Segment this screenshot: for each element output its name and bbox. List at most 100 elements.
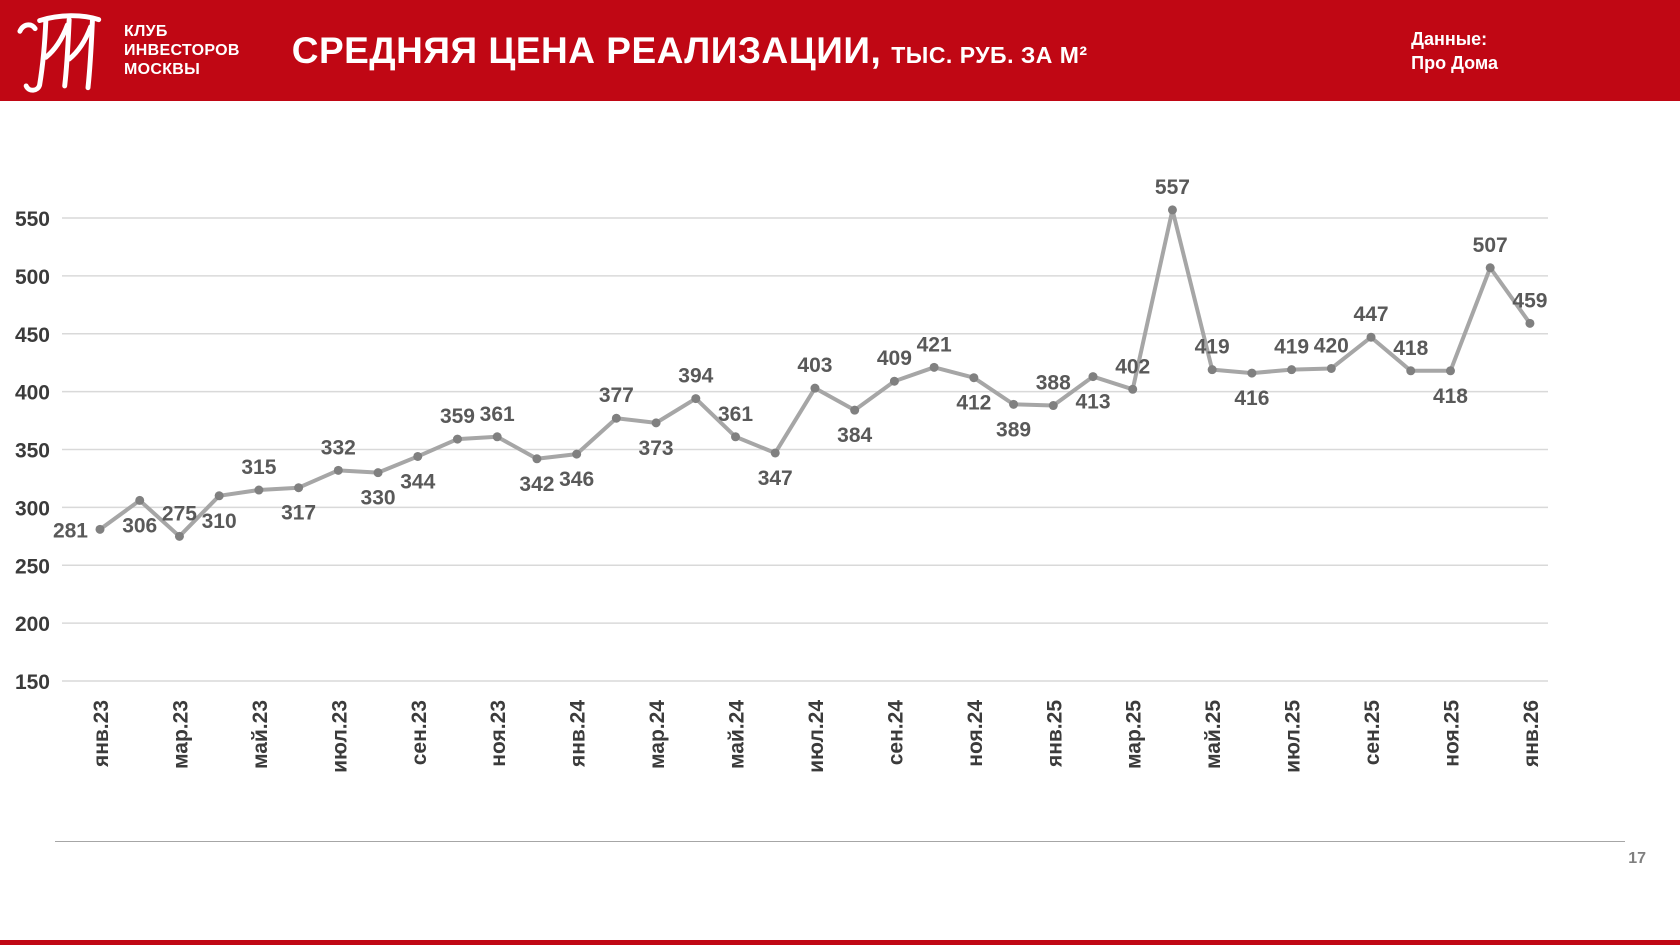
data-label: 317 [281,502,316,525]
data-point [1128,384,1138,394]
data-label: 281 [53,519,88,542]
title-units: ТЫС. РУБ. ЗА М² [891,41,1088,68]
x-axis-label: май.24 [726,700,749,769]
footer-divider [55,841,1625,842]
x-axis-label: ноя.24 [964,700,987,767]
x-axis-label: июл.24 [805,700,828,773]
data-label: 507 [1473,234,1508,257]
data-point [254,485,264,495]
x-axis-label: мар.23 [169,700,192,769]
data-point [1287,365,1297,375]
club-monogram-icon [17,12,102,93]
data-point [770,448,780,458]
title-main: СРЕДНЯЯ ЦЕНА РЕАЛИЗАЦИИ, [291,29,882,71]
data-label: 359 [440,405,475,428]
x-axis-label: янв.26 [1520,700,1543,768]
data-label: 347 [758,467,793,490]
page-title: СРЕДНЯЯ ЦЕНА РЕАЛИЗАЦИИ, ТЫС. РУБ. ЗА М² [292,30,1088,72]
data-label: 412 [956,392,991,415]
data-label: 310 [202,510,237,533]
logo-text-line: МОСКВЫ [124,61,201,78]
price-line-chart: 150 200 250 300 350 400 450 500 550 янв.23 мар.23 м… [15,176,1548,773]
data-source: Данные: Про Дома [1411,27,1498,75]
x-axis-label: мар.24 [646,700,669,769]
y-axis-label: 250 [15,555,50,578]
data-point [492,432,502,442]
logo-text-line: ИНВЕСТОРОВ [124,42,240,59]
data-point [214,491,224,501]
y-axis-label: 400 [15,382,50,405]
data-label: 389 [996,418,1031,441]
x-axis-label: янв.23 [90,700,113,768]
club-logo: КЛУБ ИНВЕСТОРОВ МОСКВЫ [12,8,240,94]
data-label: 361 [480,403,515,426]
data-point [1167,205,1177,215]
data-label: 373 [639,437,674,460]
data-label: 419 [1274,336,1309,359]
data-point [889,376,899,386]
data-point [1088,372,1098,382]
data-point [1009,399,1019,409]
x-axis-label: мар.25 [1123,700,1146,769]
data-label: 459 [1512,289,1547,312]
x-axis-label: июл.23 [328,700,351,773]
data-point [333,465,343,475]
data-point [1406,366,1416,376]
y-axis-label: 200 [15,613,50,636]
data-point [1525,318,1535,328]
data-point [532,454,542,464]
x-axis-label: янв.24 [567,700,590,768]
data-point [572,449,582,459]
data-point [1366,332,1376,342]
data-label: 409 [877,347,912,370]
data-point [95,524,105,534]
data-point [611,413,621,423]
data-point [1048,401,1058,411]
x-axis-label: ноя.23 [487,700,510,767]
y-axis-label: 300 [15,497,50,520]
x-axis-label: ноя.25 [1440,700,1463,767]
data-label: 361 [718,403,753,426]
data-label: 377 [599,384,634,407]
data-label: 416 [1234,387,1269,410]
data-point [452,434,462,444]
data-label: 306 [122,514,157,537]
x-axis-label: сен.25 [1361,700,1384,766]
data-point [969,373,979,383]
data-point [1445,366,1455,376]
data-label: 402 [1115,355,1150,378]
data-point [294,483,304,493]
data-point [691,394,701,404]
data-point [1247,368,1257,378]
data-label: 557 [1155,176,1190,199]
y-axis-label: 500 [15,266,50,289]
page-number: 17 [1628,850,1646,867]
club-logo-text: КЛУБ ИНВЕСТОРОВ МОСКВЫ [124,22,240,79]
data-point [413,451,423,461]
data-point [810,383,820,393]
data-label: 384 [837,424,872,447]
data-point [731,432,741,442]
data-label: 418 [1433,385,1468,408]
data-label: 413 [1075,391,1110,414]
x-axis-label: янв.25 [1043,700,1066,768]
data-source-value: Про Дома [1411,52,1498,73]
data-label: 346 [559,468,594,491]
data-label: 403 [797,354,832,377]
data-label: 388 [1036,372,1071,395]
data-label: 420 [1314,334,1349,357]
data-label: 315 [241,456,276,479]
header: КЛУБ ИНВЕСТОРОВ МОСКВЫ СРЕДНЯЯ ЦЕНА РЕАЛ… [0,0,1680,101]
x-axis-label: сен.24 [884,700,907,766]
data-point [1485,263,1495,273]
logo-text-line: КЛУБ [124,23,168,40]
data-point [850,405,860,415]
data-label: 394 [678,365,713,388]
data-point [135,495,145,505]
data-point [174,531,184,541]
data-label: 447 [1354,303,1389,326]
x-axis-label: май.23 [249,700,272,769]
data-label: 330 [361,487,396,510]
x-axis-label: июл.25 [1282,700,1305,773]
